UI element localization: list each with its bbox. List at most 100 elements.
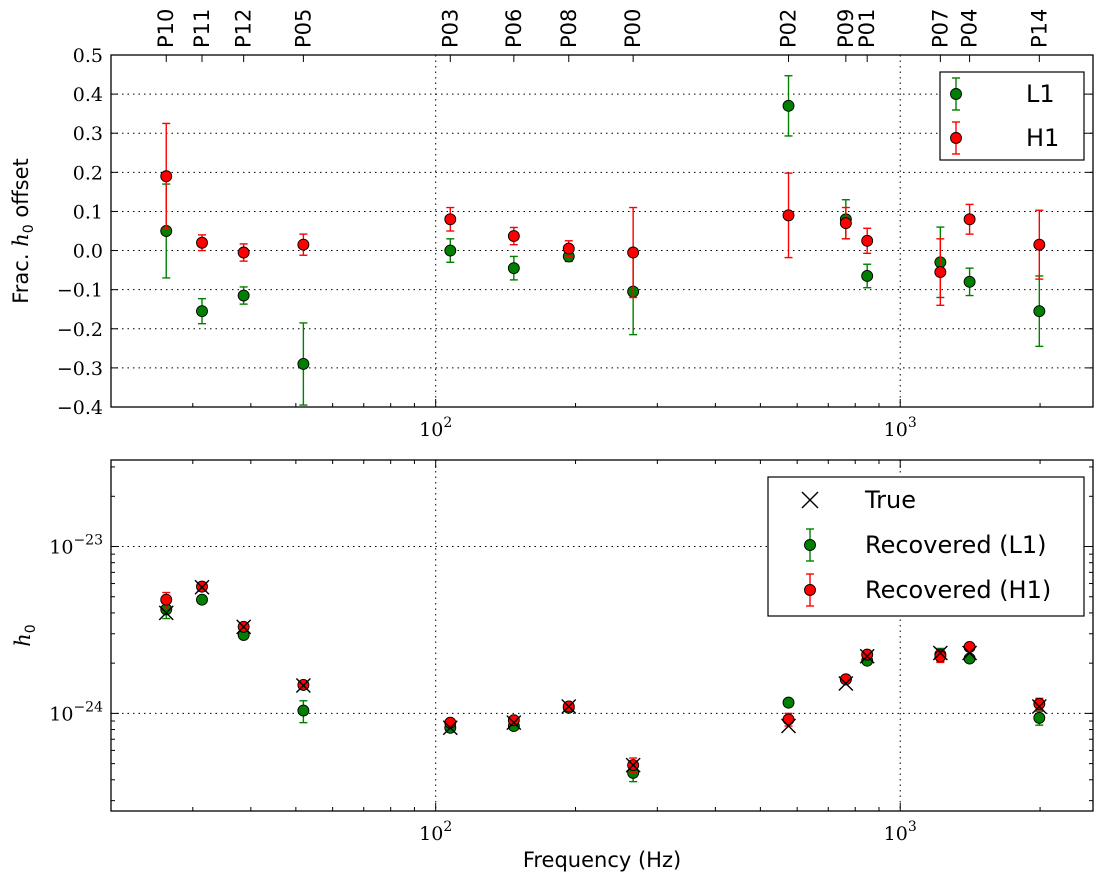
data-marker xyxy=(297,704,310,717)
data-marker xyxy=(444,213,457,226)
point-recovered-h1 xyxy=(934,649,947,664)
true-marker-stroke xyxy=(781,718,797,734)
pulsar-label: P10 xyxy=(154,9,178,48)
legend-box xyxy=(767,476,1085,617)
data-marker xyxy=(297,358,310,370)
data-marker xyxy=(963,275,976,288)
legend-label: Recovered (H1) xyxy=(865,576,1051,604)
y-tick-label: 0.3 xyxy=(73,123,103,145)
point-l1 xyxy=(861,263,874,289)
y-tick-label: 10−23 xyxy=(49,533,103,559)
data-marker xyxy=(963,213,976,226)
data-marker xyxy=(934,650,947,663)
y-tick-label: 0.0 xyxy=(73,241,103,263)
pulsar-label: P12 xyxy=(232,9,256,48)
point-l1 xyxy=(963,267,976,297)
data-marker xyxy=(160,170,173,183)
data-marker xyxy=(861,234,874,247)
legend-marker xyxy=(950,88,962,100)
true-marker-stroke xyxy=(506,715,522,731)
legend-label: True xyxy=(864,486,916,514)
point-true xyxy=(859,648,875,664)
true-marker-stroke xyxy=(158,605,174,621)
y-tick-label: −0.4 xyxy=(57,397,103,419)
data-marker xyxy=(963,641,976,653)
plot-frame xyxy=(110,54,1094,408)
data-marker xyxy=(627,246,640,259)
point-recovered-l1 xyxy=(196,593,208,606)
point-true xyxy=(295,677,311,693)
true-marker-stroke xyxy=(194,579,210,595)
point-true xyxy=(158,605,174,621)
point-recovered-h1 xyxy=(839,673,852,686)
x-tick-label: 102 xyxy=(419,819,452,845)
point-true xyxy=(838,676,854,692)
legend-marker xyxy=(801,491,819,509)
pulsar-label: P05 xyxy=(291,9,315,48)
point-true xyxy=(194,579,210,595)
data-marker xyxy=(507,262,520,275)
point-l1 xyxy=(297,322,310,406)
data-marker xyxy=(963,652,976,665)
point-true xyxy=(962,645,978,661)
data-marker xyxy=(444,244,457,257)
point-l1 xyxy=(507,255,520,281)
point-recovered-h1 xyxy=(861,648,874,661)
true-marker-stroke xyxy=(442,720,458,736)
data-marker xyxy=(196,593,208,606)
point-h1 xyxy=(861,227,874,254)
pulsar-label: P03 xyxy=(438,9,462,48)
y-tick-label: 0.1 xyxy=(73,201,103,223)
data-marker xyxy=(839,217,852,230)
point-true xyxy=(236,619,252,635)
y-tick-label: 0.5 xyxy=(73,45,103,67)
point-h1 xyxy=(160,122,173,230)
y-axis-title: h0 xyxy=(11,624,39,646)
data-marker xyxy=(507,714,520,727)
data-marker xyxy=(196,236,208,249)
pulsar-label: P01 xyxy=(855,9,879,48)
point-recovered-l1 xyxy=(963,652,976,665)
data-marker xyxy=(861,270,874,282)
data-marker xyxy=(861,648,874,661)
data-marker xyxy=(782,713,795,726)
x-tick-label: 103 xyxy=(884,819,917,845)
y-tick-label: 10−24 xyxy=(49,699,103,725)
point-l1 xyxy=(196,297,208,325)
pulsar-label: P07 xyxy=(928,9,952,48)
data-marker xyxy=(1033,697,1046,710)
legend-label: Recovered (L1) xyxy=(865,531,1047,559)
top-panel: 0.5 0.4 0.3 0.2 0.1 0.0 −0.1 −0.2 −0.3 −0.4 102 103… xyxy=(9,9,1094,441)
x-tick-label: 102 xyxy=(419,415,452,441)
y-tick-label: 0.4 xyxy=(73,84,103,106)
y-tick-label: 0.2 xyxy=(73,162,103,184)
legend-marker xyxy=(804,539,816,551)
point-l1 xyxy=(782,75,795,137)
point-true xyxy=(561,698,577,714)
point-true xyxy=(781,718,797,734)
data-marker xyxy=(237,289,250,302)
point-recovered-h1 xyxy=(963,641,976,653)
bottom-panel: 10−23 10−24 102 103 Frequency (Hz) h0 True Reco… xyxy=(11,459,1094,872)
true-marker-stroke xyxy=(932,645,948,661)
legend-box xyxy=(939,71,1085,161)
point-h1 xyxy=(782,172,795,259)
x-axis-title: Frequency (Hz) xyxy=(523,848,681,872)
point-h1 xyxy=(237,243,250,262)
pulsar-label: P02 xyxy=(777,9,801,48)
data-marker xyxy=(160,593,173,606)
point-h1 xyxy=(627,206,640,299)
data-marker xyxy=(782,696,795,709)
true-marker-stroke xyxy=(625,757,641,773)
point-recovered-h1 xyxy=(160,591,173,609)
point-l1 xyxy=(237,286,250,305)
point-recovered-h1 xyxy=(782,712,795,727)
point-true xyxy=(506,715,522,731)
data-marker xyxy=(1033,711,1046,724)
point-h1 xyxy=(444,206,457,232)
pulsar-label: P09 xyxy=(834,9,858,48)
data-marker xyxy=(782,209,795,222)
data-marker xyxy=(1033,238,1046,251)
point-l1 xyxy=(444,238,457,263)
